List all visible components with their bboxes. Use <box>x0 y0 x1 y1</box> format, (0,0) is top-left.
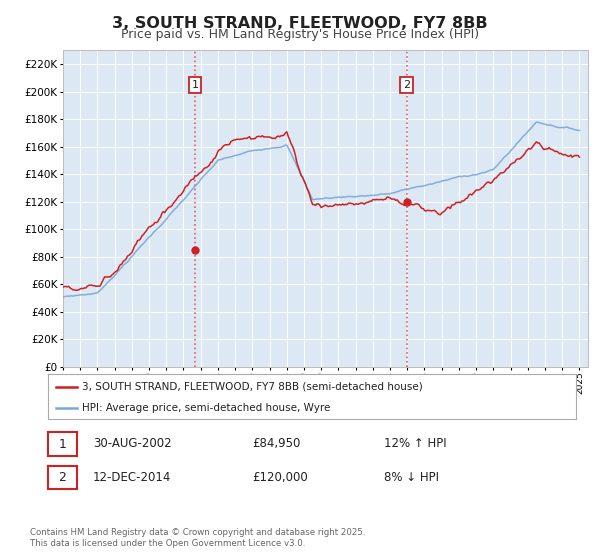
Text: 3, SOUTH STRAND, FLEETWOOD, FY7 8BB: 3, SOUTH STRAND, FLEETWOOD, FY7 8BB <box>112 16 488 31</box>
Point <box>73 404 80 411</box>
Text: HPI: Average price, semi-detached house, Wyre: HPI: Average price, semi-detached house,… <box>82 403 331 413</box>
Point <box>52 383 59 390</box>
Text: 12-DEC-2014: 12-DEC-2014 <box>93 470 172 484</box>
Text: 3, SOUTH STRAND, FLEETWOOD, FY7 8BB (semi-detached house): 3, SOUTH STRAND, FLEETWOOD, FY7 8BB (sem… <box>82 381 423 391</box>
Text: 1: 1 <box>58 437 67 451</box>
Text: 1: 1 <box>191 80 199 90</box>
Text: 2: 2 <box>403 80 410 90</box>
Text: Contains HM Land Registry data © Crown copyright and database right 2025.
This d: Contains HM Land Registry data © Crown c… <box>30 528 365 548</box>
Text: Price paid vs. HM Land Registry's House Price Index (HPI): Price paid vs. HM Land Registry's House … <box>121 28 479 41</box>
Text: 8% ↓ HPI: 8% ↓ HPI <box>384 470 439 484</box>
Point <box>52 404 59 411</box>
Text: £120,000: £120,000 <box>252 470 308 484</box>
Text: 30-AUG-2002: 30-AUG-2002 <box>93 437 172 450</box>
Text: 12% ↑ HPI: 12% ↑ HPI <box>384 437 446 450</box>
Text: 2: 2 <box>58 471 67 484</box>
Text: £84,950: £84,950 <box>252 437 301 450</box>
Point <box>73 383 80 390</box>
